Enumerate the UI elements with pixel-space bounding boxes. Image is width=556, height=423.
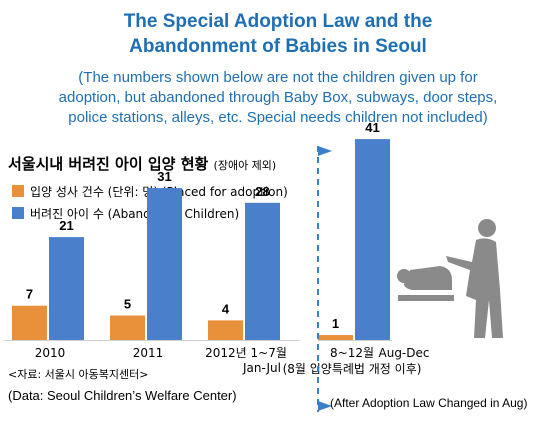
after-law-note: (After Adoption Law Changed in Aug) (330, 396, 528, 410)
data-label-abandoned-0: 21 (59, 218, 73, 233)
source-english: (Data: Seoul Children’s Welfare Center) (8, 388, 237, 403)
subtitle-line-3: police stations, alleys, etc. Special ne… (68, 109, 488, 126)
subtitle-line-1: (The numbers shown below are not the chi… (78, 69, 478, 86)
legend-swatch-abandoned (12, 207, 24, 219)
bars-group (4, 139, 392, 341)
x-tick-label-1: 2011 (133, 346, 164, 360)
data-label-abandoned-2: 28 (255, 184, 269, 199)
data-label-abandoned-3: 41 (365, 120, 379, 135)
source-korean: <자료: 서울시 아동복지센터> (8, 368, 149, 381)
chart-title-line-1: The Special Adoption Law and the (123, 11, 433, 32)
x-tick-label-0: 2010 (35, 346, 66, 360)
bar-adopted-0 (12, 305, 47, 340)
x-tick-label-3: 8~12월 (330, 346, 374, 360)
caregiver-baby-changing-icon (397, 219, 503, 338)
korean-chart-heading-main: 서울시내 버려진 아이 입양 현황 (8, 155, 209, 173)
subtitle-line-2: adoption, but abandoned through Baby Box… (58, 89, 498, 106)
data-label-adopted-2: 4 (222, 301, 230, 316)
data-label-adopted-3: 1 (332, 316, 339, 331)
bar-abandoned-0 (49, 237, 84, 340)
korean-chart-heading-note: (장애아 제외) (213, 159, 277, 172)
x-tick-sublabel-3: Aug-Dec (379, 346, 430, 360)
bar-abandoned-1 (147, 188, 182, 340)
bar-adopted-3 (318, 335, 353, 340)
x-tick-sublabel-2: Jan-Jul (242, 361, 281, 375)
bar-adopted-1 (110, 315, 145, 340)
x-tick-label-2: 2012년 1~7월 (205, 346, 287, 360)
data-label-adopted-0: 7 (26, 287, 33, 302)
legend-label-abandoned: 버려진 아이 수 (Abandoned Children) (30, 207, 240, 221)
chart-title-line-2: Abandonment of Babies in Seoul (129, 36, 427, 57)
bar-abandoned-2 (245, 202, 280, 340)
data-label-adopted-1: 5 (124, 297, 131, 312)
x-tick-note-3: (8월 입양특례법 개정 이후) (283, 362, 422, 376)
legend-item-abandoned: 버려진 아이 수 (Abandoned Children) (12, 205, 239, 222)
bar-abandoned-3 (355, 139, 390, 340)
labels-group: 7 21 5 31 4 28 1 41 2010 2011 2012년 1~7월 8~12월 Jan-J… (26, 120, 430, 376)
bar-adopted-2 (208, 320, 243, 340)
legend-swatch-adopted (12, 185, 24, 197)
data-label-abandoned-1: 31 (157, 169, 171, 184)
korean-chart-heading: 서울시내 버려진 아이 입양 현황 (장애아 제외) (8, 153, 276, 174)
